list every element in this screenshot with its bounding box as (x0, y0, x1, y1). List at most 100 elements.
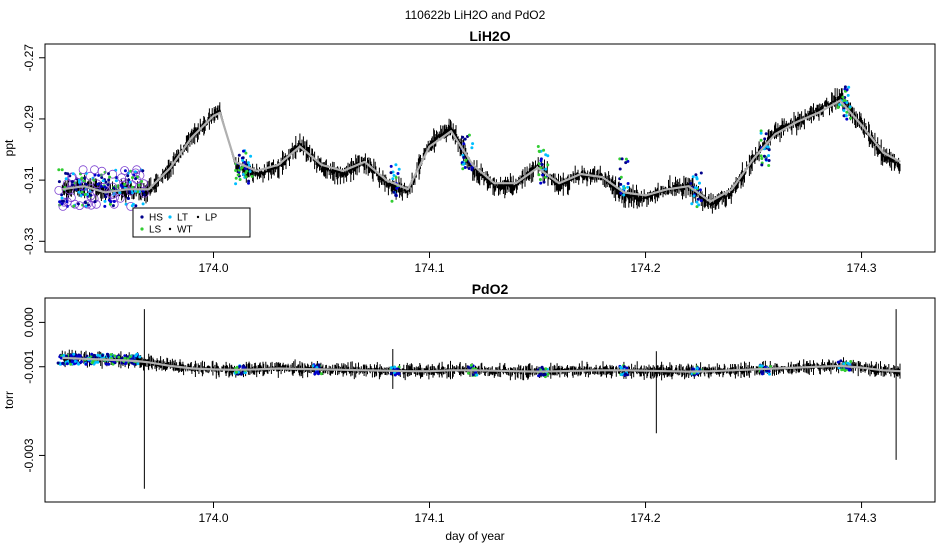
flag-point (107, 362, 111, 366)
flag-point (80, 176, 84, 180)
flag-point (103, 204, 107, 208)
flag-point (141, 189, 145, 193)
flag-point (544, 153, 548, 157)
flag-point (392, 174, 396, 177)
flag-point (123, 362, 127, 366)
flag-point (76, 202, 80, 206)
flag-point (83, 200, 87, 204)
flag-point (316, 372, 320, 376)
flag-point (140, 180, 144, 183)
flag-point (141, 169, 145, 173)
flag-point (84, 362, 88, 366)
flag-point (248, 170, 252, 173)
flag-point (246, 161, 250, 165)
flag-point (61, 361, 65, 365)
flag-point (840, 368, 844, 372)
flag-point (620, 157, 624, 161)
flag-point (697, 203, 701, 207)
flag-point (78, 165, 88, 175)
flag-point (123, 169, 127, 173)
flag-point (692, 194, 696, 198)
flag-point (317, 363, 321, 367)
flag-point (70, 360, 74, 364)
legend-label-wt: WT (177, 225, 193, 236)
flag-point (619, 182, 623, 186)
flag-point (131, 176, 134, 180)
flag-point (60, 196, 64, 200)
flag-point (849, 360, 853, 363)
flag-point (136, 362, 140, 366)
legend-marker-hs (140, 215, 144, 219)
flag-point (397, 372, 401, 376)
flag-point (541, 173, 545, 177)
flag-point (470, 166, 474, 170)
flag-point (696, 197, 700, 201)
flag-point (397, 167, 401, 171)
flag-point (841, 95, 845, 99)
flagged-segment (234, 149, 254, 186)
flag-point (128, 180, 132, 184)
flag-point (84, 204, 88, 208)
legend-marker-lp (196, 215, 200, 219)
flag-point (130, 185, 134, 189)
flag-point (112, 360, 116, 364)
flag-point (113, 354, 117, 358)
flag-point (66, 172, 70, 176)
flag-point (845, 101, 849, 105)
flag-point (234, 370, 238, 374)
flag-point (539, 372, 543, 375)
flag-point (395, 186, 399, 190)
flag-point (243, 371, 247, 375)
flag-point (234, 169, 238, 172)
flag-point (539, 157, 543, 161)
flag-point (760, 157, 764, 160)
flag-point (92, 199, 101, 209)
flag-point (80, 360, 83, 364)
flag-point (244, 167, 248, 171)
flag-point (695, 200, 699, 204)
flag-point (131, 168, 141, 178)
flag-point (836, 360, 840, 364)
flag-point (77, 362, 80, 366)
flag-point (842, 362, 846, 366)
flag-point (544, 367, 548, 371)
flag-point (619, 366, 623, 370)
flag-point (139, 179, 149, 189)
flag-point (767, 164, 771, 167)
flag-point (130, 361, 134, 365)
flag-point (129, 169, 133, 173)
flag-point (393, 373, 397, 377)
flag-point (618, 157, 622, 161)
flag-point (70, 180, 74, 184)
flag-point (845, 110, 849, 114)
flag-point (759, 370, 763, 374)
flag-point (544, 167, 548, 171)
flag-point (759, 154, 763, 158)
flag-point (107, 172, 110, 176)
flag-point (106, 353, 110, 356)
flag-point (108, 202, 112, 206)
flag-point (93, 200, 97, 204)
x-tick-label: 174.0 (198, 511, 228, 525)
flag-point (67, 193, 76, 203)
flag-point (123, 182, 127, 186)
flag-point (542, 373, 546, 377)
flag-point (695, 186, 699, 190)
flag-point (65, 354, 68, 358)
series-smoothed (62, 99, 901, 203)
flag-point (90, 361, 94, 365)
flag-point (79, 194, 83, 197)
flag-point (117, 173, 126, 183)
flag-point (546, 163, 550, 167)
flag-point (84, 182, 88, 186)
plot-area (56, 309, 901, 489)
flag-point (242, 172, 245, 176)
flag-point (75, 201, 84, 211)
flag-point (695, 176, 699, 179)
flag-point (243, 160, 246, 164)
flag-point (89, 193, 93, 197)
flag-point (389, 372, 393, 376)
flag-point (68, 174, 72, 178)
series-raw (61, 349, 901, 381)
flag-point (392, 190, 396, 194)
